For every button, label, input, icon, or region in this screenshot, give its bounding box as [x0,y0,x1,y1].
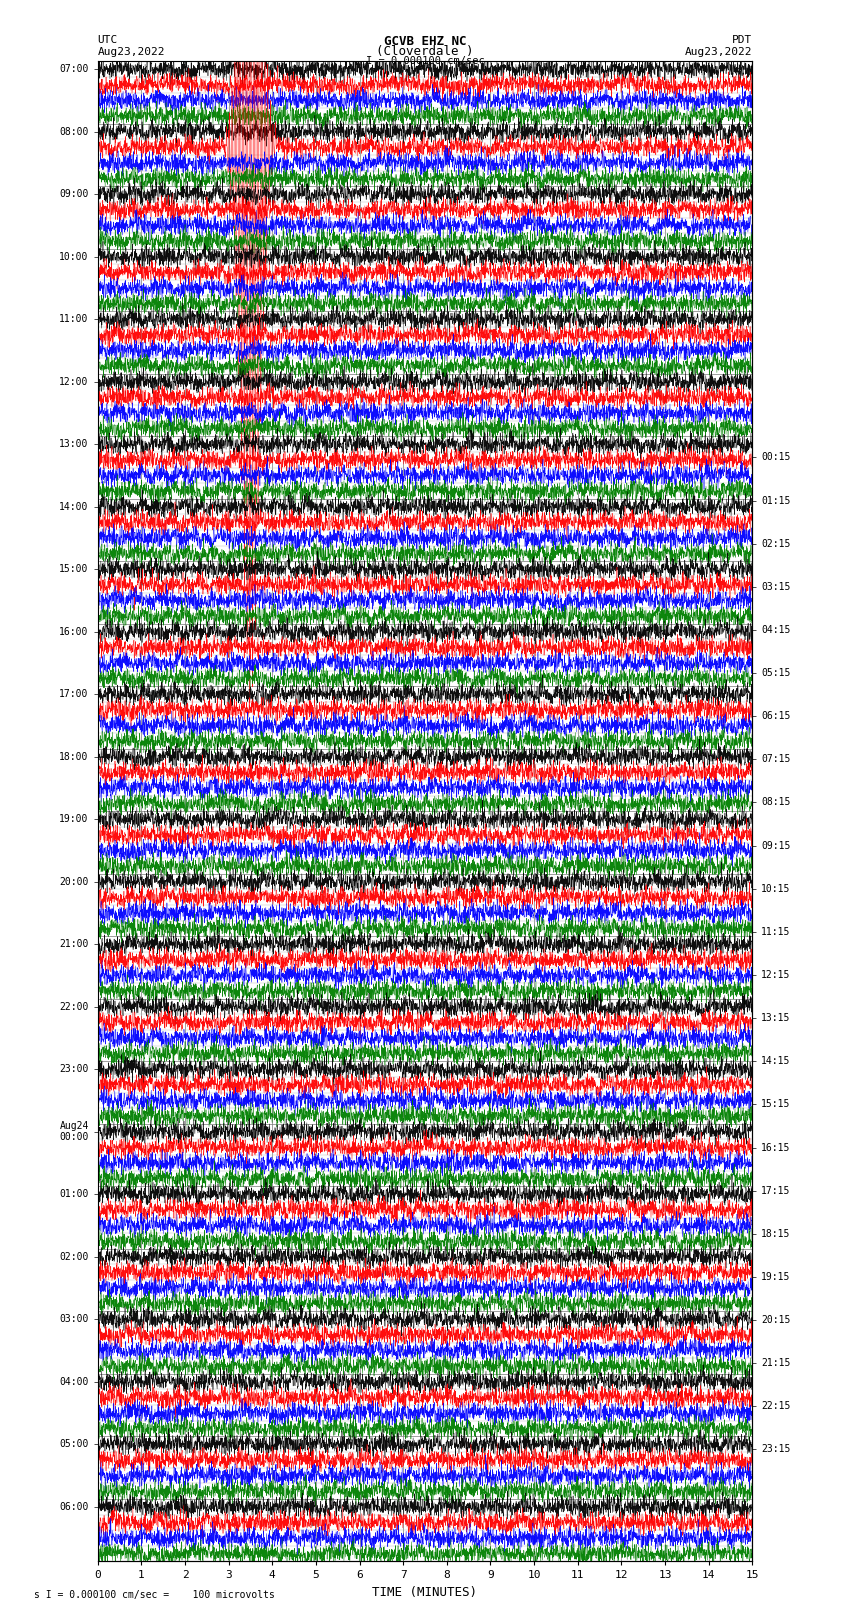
Text: I = 0.000100 cm/sec: I = 0.000100 cm/sec [366,56,484,66]
Text: Aug23,2022: Aug23,2022 [685,47,752,56]
X-axis label: TIME (MINUTES): TIME (MINUTES) [372,1586,478,1598]
Text: Aug23,2022: Aug23,2022 [98,47,165,56]
Text: GCVB EHZ NC: GCVB EHZ NC [383,35,467,48]
Text: UTC: UTC [98,35,118,45]
Text: (Cloverdale ): (Cloverdale ) [377,45,473,58]
Text: PDT: PDT [732,35,752,45]
Text: s I = 0.000100 cm/sec =    100 microvolts: s I = 0.000100 cm/sec = 100 microvolts [34,1590,275,1600]
